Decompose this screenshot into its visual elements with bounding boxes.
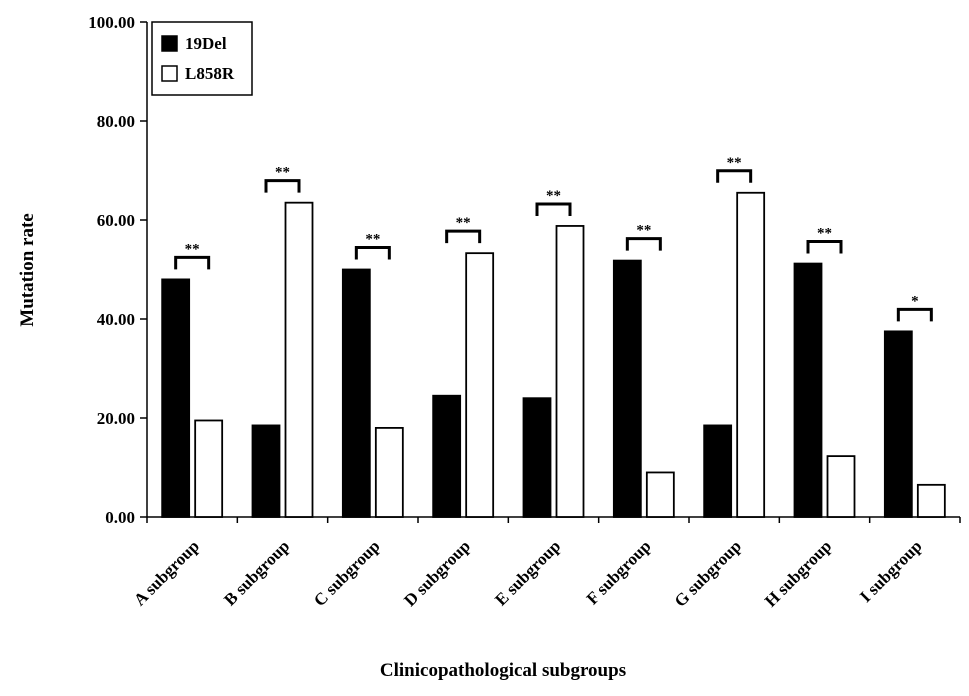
x-tick-label: C subgroup	[310, 536, 384, 610]
x-tick-label: A subgroup	[130, 536, 203, 609]
bar-19del-g	[703, 424, 733, 518]
y-tick-label: 0.00	[105, 508, 135, 527]
legend-label-l858r: L858R	[185, 64, 235, 83]
bar-19del-b	[251, 424, 281, 518]
significance-label: **	[727, 155, 742, 171]
x-axis	[146, 516, 961, 523]
legend-swatch-19del	[161, 35, 178, 52]
y-axis-title: Mutation rate	[17, 213, 38, 326]
x-tick-label: D subgroup	[400, 536, 474, 610]
x-tick-label: I subgroup	[856, 536, 926, 606]
significance-label: **	[636, 223, 651, 239]
bar-19del-d	[432, 394, 462, 518]
x-tick-label: F subgroup	[583, 536, 655, 608]
significance-bracket	[896, 307, 933, 322]
bar-l858r-g	[736, 191, 766, 518]
bar-19del-f	[612, 259, 642, 518]
significance-bracket	[716, 169, 753, 183]
significance-label: *	[911, 293, 919, 309]
y-tick-label: 20.00	[97, 409, 135, 428]
bar-l858r-a	[194, 419, 224, 518]
significance-label: **	[365, 232, 380, 248]
bar-19del-e	[522, 397, 552, 518]
x-tick-labels: A subgroup B subgroup C subgroup D subgroup…	[130, 536, 926, 610]
x-tick-label: H subgroup	[761, 536, 835, 610]
bar-19del-h	[793, 262, 823, 518]
y-tick-label: 100.00	[88, 13, 135, 32]
bar-19del-c	[341, 268, 371, 518]
x-tick-label: G subgroup	[671, 536, 745, 610]
bar-l858r-c	[374, 426, 404, 518]
bar-l858r-f	[645, 471, 675, 518]
x-tick-label: E subgroup	[491, 536, 564, 609]
significance-label: **	[546, 188, 561, 204]
significance-bracket	[806, 240, 843, 254]
y-tick-label: 60.00	[97, 211, 135, 230]
significance-label: **	[456, 215, 471, 231]
bar-l858r-h	[826, 455, 856, 518]
significance-bracket	[174, 255, 211, 270]
x-axis-title: Clinicopathological subgroups	[380, 660, 626, 681]
legend-frame	[151, 21, 253, 96]
bar-19del-a	[161, 278, 191, 518]
significance-label: **	[817, 226, 832, 242]
significance-marks: *****************	[174, 155, 933, 322]
bar-l858r-i	[916, 483, 946, 518]
significance-bracket	[264, 179, 301, 193]
significance-label: **	[185, 241, 200, 257]
bar-l858r-d	[465, 252, 495, 518]
bar-19del-i	[883, 330, 913, 518]
significance-label: **	[275, 165, 290, 181]
bar-l858r-e	[555, 225, 585, 518]
legend-swatch-l858r	[161, 65, 178, 82]
y-tick-label: 40.00	[97, 310, 135, 329]
significance-bracket	[625, 237, 662, 251]
bar-l858r-b	[284, 201, 314, 518]
y-axis: 0.00 20.00 40.00 60.00 80.00 100.00	[88, 13, 148, 527]
y-tick-label: 80.00	[97, 112, 135, 131]
significance-bracket	[354, 246, 391, 260]
significance-bracket	[445, 229, 482, 244]
x-tick-label: B subgroup	[220, 536, 293, 609]
legend: 19Del L858R	[151, 21, 253, 96]
legend-label-19del: 19Del	[185, 34, 227, 53]
significance-bracket	[535, 202, 572, 216]
bars	[161, 191, 946, 518]
